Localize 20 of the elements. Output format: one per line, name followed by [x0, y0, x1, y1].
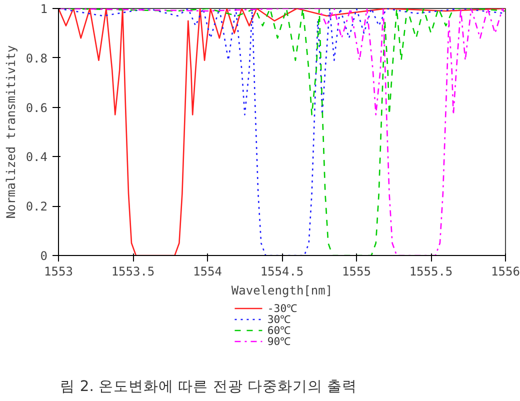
text: 림 2. 온도변화에 따른 전광 다중화기의 출력	[60, 378, 358, 395]
y-tick-label: 0.4	[26, 150, 48, 164]
x-tick-label: 1555.5	[409, 264, 453, 278]
y-tick-label: 0.8	[26, 51, 48, 66]
y-tick-label: 0.6	[26, 100, 48, 115]
legend-label: 30℃	[267, 313, 292, 326]
x-tick-label: 1555	[342, 264, 371, 278]
y-tick-label: 0	[40, 249, 48, 263]
x-tick-label: 1554.5	[260, 264, 304, 278]
legend-label: -30℃	[267, 302, 298, 315]
x-tick-label: 1556	[491, 264, 520, 278]
x-axis-title: Wavelength[nm]	[231, 284, 333, 298]
x-tick-label: 1553	[44, 264, 73, 278]
x-tick-label: 1554	[193, 264, 222, 278]
legend-label: 90℃	[267, 335, 292, 348]
y-axis-title: Normalized transmitivity	[4, 45, 18, 219]
y-tick-label: 0.2	[26, 200, 48, 214]
legend-label: 60℃	[267, 324, 292, 337]
y-tick-label: 1	[40, 2, 48, 16]
x-tick-label: 1553.5	[111, 264, 155, 278]
